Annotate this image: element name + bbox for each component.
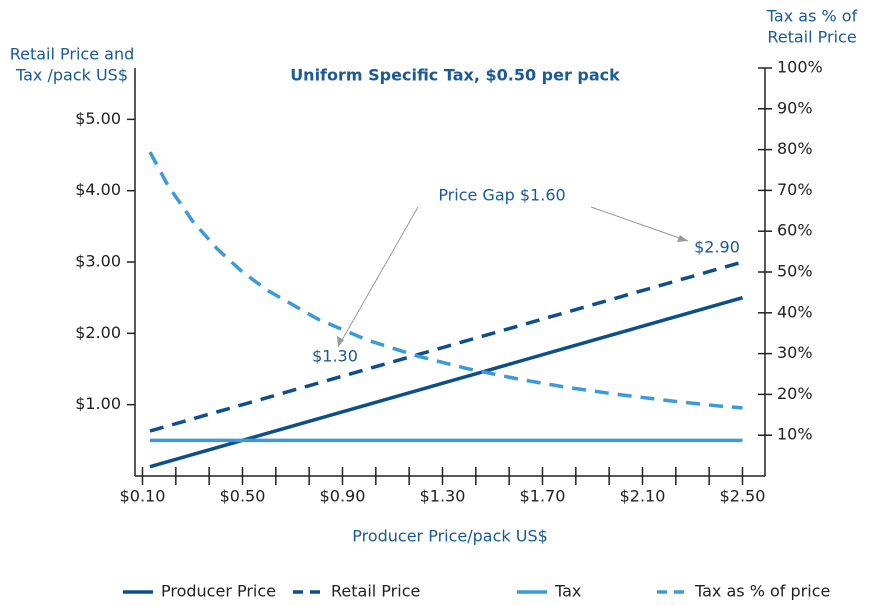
y2-tick-label: 10%: [777, 425, 813, 444]
y-tick-label: $4.00: [75, 180, 121, 199]
y-tick-label: $5.00: [75, 109, 121, 128]
y2-axis-label: Tax as % of: [766, 7, 858, 26]
annotation-arrow: [590, 206, 689, 242]
annotation-arrow: [337, 206, 419, 348]
annotation: $2.90: [694, 238, 740, 257]
y2-tick-label: 80%: [777, 139, 813, 158]
y-tick-label: $2.00: [75, 323, 121, 342]
y-tick-label: $1.00: [75, 394, 121, 413]
legend-label: Producer Price: [161, 582, 276, 601]
series-line: [148, 151, 743, 410]
y-axis-label: Tax /pack US$: [15, 66, 128, 85]
series-line: [149, 260, 743, 433]
annotation: $1.30: [312, 347, 358, 366]
annotation: Price Gap $1.60: [438, 186, 565, 205]
arrow-head: [677, 235, 688, 242]
y2-tick-label: 30%: [777, 343, 813, 362]
y2-tick-label: 20%: [777, 384, 813, 403]
x-tick-label: $0.90: [320, 487, 366, 506]
series-line: [149, 295, 743, 469]
y-axis-label: Retail Price and: [10, 45, 135, 64]
legend-label: Tax: [554, 582, 581, 601]
x-tick-label: $0.50: [220, 487, 266, 506]
arrow-head: [337, 336, 344, 347]
legend-label: Retail Price: [331, 582, 420, 601]
x-tick-label: $0.10: [120, 487, 166, 506]
y2-axis-label: Retail Price: [767, 28, 856, 47]
y-tick-label: $3.00: [75, 252, 121, 271]
chart-title: Uniform Specific Tax, $0.50 per pack: [290, 66, 620, 85]
y2-tick-label: 90%: [777, 98, 813, 117]
x-tick-label: $2.50: [720, 487, 766, 506]
y2-tick-label: 60%: [777, 221, 813, 240]
legend-label: Tax as % of price: [694, 582, 830, 601]
y2-tick-label: 50%: [777, 262, 813, 281]
x-tick-label: $1.70: [520, 487, 566, 506]
x-tick-label: $1.30: [420, 487, 466, 506]
x-axis-label: Producer Price/pack US$: [352, 527, 548, 546]
y2-tick-label: 100%: [777, 58, 823, 77]
y2-tick-label: 40%: [777, 302, 813, 321]
x-tick-label: $2.10: [620, 487, 666, 506]
y2-tick-label: 70%: [777, 180, 813, 199]
